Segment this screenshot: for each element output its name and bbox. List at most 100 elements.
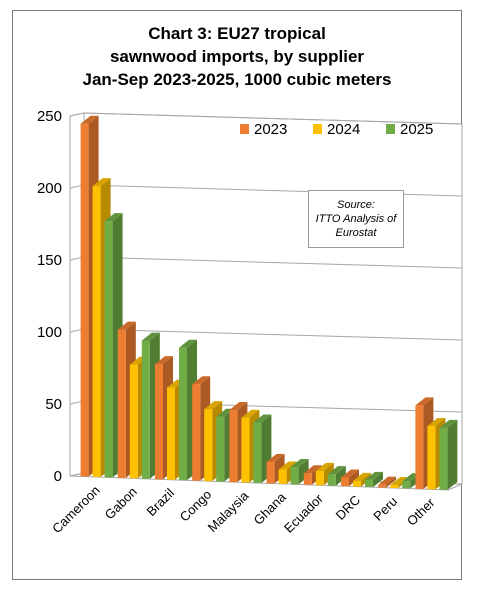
bar-front xyxy=(216,416,225,482)
bar-front xyxy=(402,481,411,489)
bar-front xyxy=(341,477,349,487)
x-tick-label: DRC xyxy=(333,492,364,523)
bar-front xyxy=(92,186,101,477)
legend-item: 2025 xyxy=(386,121,433,138)
bar-front xyxy=(241,417,250,483)
bar-front xyxy=(104,221,113,478)
bar-top xyxy=(365,471,383,480)
bars xyxy=(80,115,458,490)
y-tick-label: 200 xyxy=(37,180,62,197)
bar-side xyxy=(349,469,359,487)
chart-title-line-1: Chart 3: EU27 tropical xyxy=(148,24,326,43)
bar-top xyxy=(315,462,334,471)
x-tick-label: Gabon xyxy=(102,484,140,522)
bar-top xyxy=(327,466,346,475)
bar-front xyxy=(439,427,448,490)
bar-top xyxy=(378,476,397,485)
legend: 2023 2024 2025 xyxy=(240,121,433,138)
x-tick-label: Ecuador xyxy=(281,490,326,535)
bar-front xyxy=(415,405,424,489)
bar-front xyxy=(253,422,262,483)
x-tick-label: Other xyxy=(404,495,438,529)
x-tick-label: Cameroon xyxy=(49,483,103,537)
source-annotation: Source: ITTO Analysis of Eurostat xyxy=(308,190,404,248)
bar-top xyxy=(204,401,223,410)
bar-front xyxy=(204,409,213,482)
y-tick-label: 50 xyxy=(45,396,62,413)
bar-front xyxy=(141,340,150,479)
bar-top xyxy=(192,376,211,385)
legend-label: 2025 xyxy=(400,121,433,138)
bar-side xyxy=(373,471,383,488)
bar xyxy=(365,471,383,488)
bar-front xyxy=(390,485,399,489)
y-tick-label: 0 xyxy=(54,468,62,485)
bar xyxy=(439,419,458,490)
source-line-2: ITTO Analysis of xyxy=(315,213,397,225)
bar-front xyxy=(80,123,89,477)
source-line-1: Source: xyxy=(337,199,375,211)
bar-top xyxy=(229,402,248,411)
x-tick-label: Brazil xyxy=(144,485,178,519)
bar-front xyxy=(378,484,387,488)
legend-swatch xyxy=(386,124,395,134)
y-tick-label: 100 xyxy=(37,324,62,341)
bar-front xyxy=(155,364,163,480)
bar-top xyxy=(303,465,322,474)
y-tick-label: 150 xyxy=(37,252,62,269)
y-tick-label: 250 xyxy=(37,108,62,125)
x-tick-label: Congo xyxy=(177,487,215,525)
bar-top xyxy=(266,453,285,462)
bar-top xyxy=(117,321,136,330)
bar-front xyxy=(327,474,336,486)
bar-top xyxy=(92,178,111,187)
bar-front xyxy=(167,387,175,480)
bar-front xyxy=(192,384,201,481)
bar-front xyxy=(179,347,187,481)
bar-front xyxy=(303,473,312,485)
legend-item: 2024 xyxy=(313,121,360,138)
bar-top xyxy=(290,459,309,468)
bar-front xyxy=(278,469,287,484)
legend-label: 2024 xyxy=(327,121,360,138)
bar-side xyxy=(386,476,397,488)
bar-top xyxy=(241,409,260,418)
chart-title-line-3: Jan-Sep 2023-2025, 1000 cubic meters xyxy=(82,70,392,89)
bar-top xyxy=(427,418,446,427)
bar xyxy=(327,466,346,486)
bar-front xyxy=(315,470,324,486)
bar-top xyxy=(390,477,409,486)
bar-front xyxy=(290,467,299,485)
bar-top xyxy=(80,115,99,124)
bar-top xyxy=(141,332,160,341)
gridline xyxy=(69,112,463,125)
source-line-3: Eurostat xyxy=(335,227,377,239)
legend-swatch xyxy=(240,124,249,134)
bar-front xyxy=(129,364,138,479)
bar-front xyxy=(427,426,436,490)
bar xyxy=(378,476,397,488)
bar-top xyxy=(439,419,458,428)
bar-front xyxy=(117,329,126,478)
bar-top xyxy=(353,472,371,481)
legend-item: 2023 xyxy=(240,121,287,138)
bar-top xyxy=(179,339,197,348)
bar-side xyxy=(335,466,346,486)
bar-top xyxy=(104,213,123,222)
bar-top xyxy=(253,414,272,423)
bar-top xyxy=(415,397,434,406)
bar-front xyxy=(266,461,275,484)
y-axis-ticks: 0 50 100 150 200 250 xyxy=(37,108,62,485)
x-tick-label: Malaysia xyxy=(205,488,252,535)
chart-title-line-2: sawnwood imports, by supplier xyxy=(109,47,365,66)
bar-top xyxy=(278,461,297,470)
legend-label: 2023 xyxy=(254,121,287,138)
bar-side xyxy=(447,419,458,490)
bar-top xyxy=(155,356,173,365)
legend-swatch xyxy=(313,124,322,134)
chart-title: Chart 3: EU27 tropical sawnwood imports,… xyxy=(12,22,462,91)
bar-top xyxy=(341,469,359,478)
x-tick-label: Peru xyxy=(370,494,400,524)
